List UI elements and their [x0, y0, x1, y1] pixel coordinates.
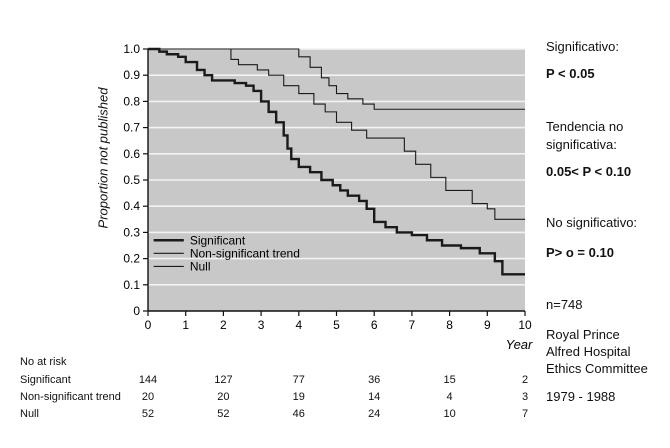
risk-value: 36 — [368, 374, 381, 386]
nonsignificant-label: No significativo: — [546, 215, 638, 230]
y-tick-label: 0.9 — [123, 68, 140, 82]
y-tick-label: 0.2 — [123, 252, 140, 266]
x-tick-label: 8 — [446, 318, 453, 332]
legend-null-label: Null — [190, 259, 211, 273]
x-tick-label: 4 — [295, 318, 302, 332]
x-tick-label: 7 — [409, 318, 416, 332]
y-tick-label: 0.8 — [123, 94, 140, 108]
trend-label-line2: significativa: — [546, 137, 617, 152]
y-axis-label: Proportion not published — [95, 87, 111, 229]
x-tick-label: 2 — [220, 318, 227, 332]
series-nonsig-trend-line — [148, 48, 525, 220]
risk-table-title: No at risk — [20, 356, 67, 368]
x-tick-label: 10 — [518, 318, 532, 332]
y-tick-label: 0.6 — [123, 147, 140, 161]
risk-value: 3 — [521, 391, 529, 403]
risk-row-label-nonsig-trend: Non-significant trend — [20, 391, 121, 403]
risk-value: 15 — [443, 374, 456, 386]
study-years: 1979 - 1988 — [546, 389, 616, 404]
risk-value: 127 — [214, 374, 233, 386]
risk-value: 20 — [141, 391, 155, 403]
x-tick-label: 0 — [145, 318, 152, 332]
series-null-line — [148, 48, 525, 110]
x-tick-label: 5 — [333, 318, 340, 332]
risk-value: 7 — [521, 408, 529, 420]
committee-line3: Ethics Committee — [546, 361, 648, 376]
risk-value: 77 — [292, 374, 305, 386]
x-tick-label: 6 — [371, 318, 378, 332]
risk-value: 52 — [217, 408, 230, 420]
y-tick-label: 0.5 — [123, 173, 140, 187]
legend-nonsig-trend-label: Non-significant trend — [190, 246, 300, 260]
sample-size: n=748 — [546, 297, 583, 312]
y-tick-label: 0.7 — [123, 121, 140, 135]
risk-value: 14 — [368, 391, 381, 403]
y-tick-label: 1.0 — [123, 42, 140, 56]
risk-value: 46 — [292, 408, 305, 420]
x-tick-label: 9 — [484, 318, 491, 332]
significant-label: Significativo: — [546, 39, 619, 54]
risk-value: 20 — [217, 391, 230, 403]
risk-value: 2 — [521, 374, 529, 386]
committee-line1: Royal Prince — [546, 327, 620, 342]
risk-value: 24 — [368, 408, 381, 420]
x-tick-label: 1 — [182, 318, 189, 332]
y-tick-label: 0 — [133, 304, 140, 318]
risk-value: 10 — [443, 408, 456, 420]
series-significant-line — [148, 47, 525, 276]
risk-value: 19 — [292, 391, 305, 403]
y-tick-label: 0.3 — [123, 225, 140, 239]
risk-value: 52 — [141, 408, 155, 420]
x-tick-label: 3 — [258, 318, 265, 332]
significant-value: P < 0.05 — [546, 66, 595, 81]
y-tick-label: 0.1 — [123, 278, 140, 292]
risk-row-label-null: Null — [20, 408, 39, 420]
trend-label-line1: Tendencia no — [546, 119, 624, 134]
legend-significant-label: Significant — [190, 233, 246, 247]
committee-line2: Alfred Hospital — [546, 344, 631, 359]
y-tick-label: 0.4 — [123, 199, 140, 213]
x-axis-label: Year — [506, 337, 533, 352]
risk-value: 4 — [446, 391, 453, 403]
nonsignificant-value: P> o = 0.10 — [546, 245, 614, 260]
risk-row-label-significant: Significant — [20, 374, 71, 386]
trend-value: 0.05< P < 0.10 — [546, 164, 632, 179]
risk-value: 144 — [138, 374, 158, 386]
